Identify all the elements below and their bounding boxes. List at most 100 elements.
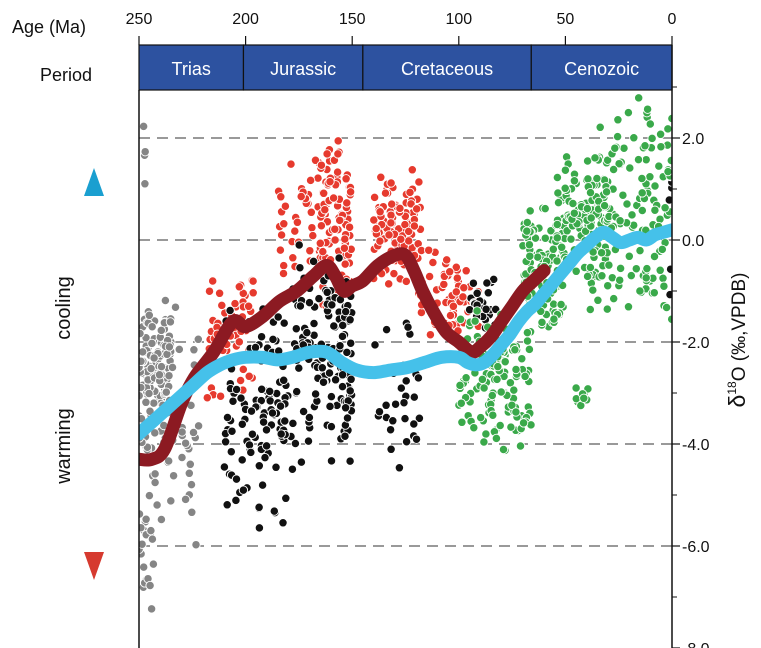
data-point-gray — [139, 382, 146, 393]
data-point-black — [310, 389, 321, 399]
data-point-red — [401, 276, 411, 287]
data-point-green — [507, 400, 517, 410]
data-point-red — [230, 298, 240, 309]
data-point-black — [257, 480, 268, 490]
data-point-red — [279, 219, 289, 229]
data-point-red — [296, 191, 306, 202]
data-point-red — [292, 217, 303, 227]
data-point-green — [597, 271, 607, 281]
data-point-red — [369, 215, 379, 225]
data-point-black — [481, 304, 491, 314]
data-point-red — [404, 236, 414, 246]
data-point-red — [424, 245, 434, 255]
data-point-black — [335, 341, 345, 351]
data-point-green — [650, 205, 660, 215]
data-point-black — [295, 301, 306, 311]
data-point-green — [640, 141, 650, 151]
data-point-black — [227, 426, 237, 436]
data-point-gray — [156, 361, 167, 372]
data-point-green — [649, 288, 659, 298]
data-point-green — [540, 233, 550, 243]
data-point-red — [425, 330, 436, 340]
data-point-green — [552, 172, 563, 183]
data-point-red — [387, 199, 397, 209]
data-point-black — [327, 300, 337, 310]
data-point-black — [308, 256, 319, 267]
data-point-green — [517, 354, 527, 364]
data-point-red — [234, 337, 244, 347]
data-point-green — [645, 119, 655, 129]
data-point-black — [317, 363, 327, 373]
data-point-gray — [167, 362, 178, 373]
data-point-black — [250, 342, 261, 353]
data-point-green — [599, 200, 610, 211]
data-point-green — [549, 314, 559, 324]
data-point-green — [492, 374, 502, 385]
data-point-gray — [146, 363, 156, 374]
data-point-green — [546, 226, 556, 236]
data-point-gray — [164, 371, 174, 381]
data-point-red — [395, 203, 405, 214]
data-point-black — [222, 500, 232, 510]
data-point-red — [290, 226, 300, 236]
data-point-green — [629, 133, 639, 143]
data-point-black — [219, 462, 230, 472]
data-point-black — [390, 399, 401, 409]
data-point-gray — [188, 427, 199, 438]
data-point-red — [384, 279, 394, 289]
data-point-green — [593, 295, 603, 305]
data-point-green — [615, 275, 625, 285]
data-point-red — [276, 192, 286, 202]
data-point-red — [305, 246, 315, 256]
data-point-green — [585, 262, 596, 273]
data-point-green — [642, 263, 652, 274]
y-tick-label: -6.0 — [682, 539, 710, 556]
data-point-green — [548, 244, 558, 254]
data-point-red — [316, 221, 327, 231]
data-point-red — [458, 292, 468, 302]
data-point-red — [340, 234, 350, 244]
data-point-green — [553, 197, 564, 208]
data-point-red — [315, 238, 325, 248]
data-point-black — [401, 376, 411, 386]
data-point-red — [389, 268, 399, 279]
data-point-gray — [139, 347, 148, 357]
data-point-red — [332, 167, 343, 177]
data-point-gray — [140, 147, 150, 157]
data-point-green — [481, 429, 491, 439]
data-point-black — [302, 327, 312, 338]
y-tick-label: -2.0 — [682, 335, 710, 352]
data-point-green — [647, 133, 657, 144]
data-point-gray — [145, 580, 155, 591]
data-point-black — [288, 418, 298, 429]
data-point-gray — [144, 310, 154, 320]
data-point-red — [214, 288, 225, 298]
data-point-black — [261, 425, 272, 435]
data-point-black — [381, 324, 392, 335]
data-point-black — [279, 375, 289, 385]
data-point-green — [637, 205, 647, 216]
data-point-green — [623, 302, 634, 312]
data-point-red — [386, 210, 396, 220]
data-point-green — [557, 242, 567, 252]
data-point-green — [498, 444, 509, 455]
data-point-gray — [156, 325, 166, 336]
data-point-black — [287, 464, 298, 474]
period-label-text: Cenozoic — [564, 59, 639, 79]
data-point-black — [464, 305, 475, 315]
data-point-black — [342, 347, 352, 358]
data-point-green — [461, 373, 471, 383]
data-point-gray — [168, 471, 179, 481]
data-point-gray — [164, 456, 174, 466]
data-point-gray — [166, 496, 176, 506]
data-point-green — [661, 302, 672, 313]
data-point-red — [217, 300, 227, 311]
data-point-gray — [184, 468, 194, 478]
data-point-green — [637, 173, 647, 184]
data-point-gray — [147, 322, 157, 332]
data-point-gray — [139, 523, 146, 533]
warming-label: warming — [53, 408, 75, 485]
data-point-black — [246, 406, 257, 416]
trend-curve-cyan_curve — [139, 223, 672, 441]
data-point-black — [340, 403, 351, 413]
